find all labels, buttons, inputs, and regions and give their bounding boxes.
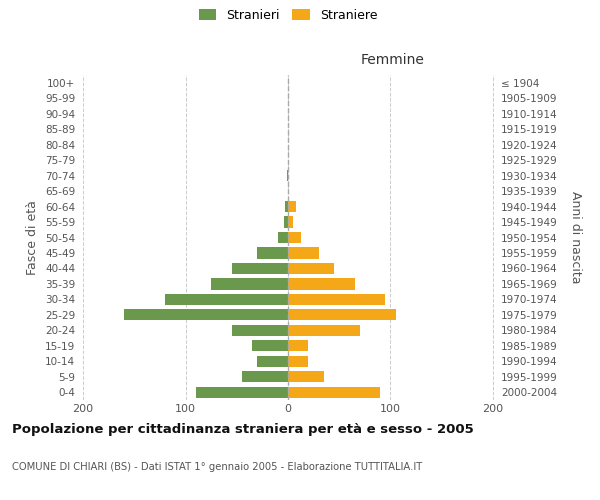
Y-axis label: Anni di nascita: Anni di nascita — [569, 191, 581, 284]
Bar — [288, 216, 293, 228]
Bar — [288, 371, 324, 382]
Bar — [288, 325, 360, 336]
Bar — [288, 248, 319, 258]
Bar — [257, 356, 288, 367]
Bar — [165, 294, 288, 305]
Bar — [211, 278, 288, 289]
Bar — [196, 386, 288, 398]
Bar — [252, 340, 288, 351]
Bar — [288, 278, 355, 289]
Bar — [288, 263, 334, 274]
Bar — [288, 232, 301, 243]
Y-axis label: Fasce di età: Fasce di età — [26, 200, 40, 275]
Bar — [278, 232, 288, 243]
Text: COMUNE DI CHIARI (BS) - Dati ISTAT 1° gennaio 2005 - Elaborazione TUTTITALIA.IT: COMUNE DI CHIARI (BS) - Dati ISTAT 1° ge… — [12, 462, 422, 472]
Bar — [242, 371, 288, 382]
Text: Femmine: Femmine — [361, 53, 425, 67]
Bar — [288, 294, 385, 305]
Bar — [232, 325, 288, 336]
Bar — [288, 386, 380, 398]
Text: Popolazione per cittadinanza straniera per età e sesso - 2005: Popolazione per cittadinanza straniera p… — [12, 422, 474, 436]
Bar — [257, 248, 288, 258]
Bar — [284, 216, 288, 228]
Bar — [232, 263, 288, 274]
Bar — [124, 310, 288, 320]
Bar — [288, 356, 308, 367]
Bar — [288, 201, 296, 212]
Bar — [288, 340, 308, 351]
Bar — [285, 201, 288, 212]
Bar — [287, 170, 288, 181]
Bar — [288, 310, 395, 320]
Legend: Stranieri, Straniere: Stranieri, Straniere — [199, 8, 377, 22]
